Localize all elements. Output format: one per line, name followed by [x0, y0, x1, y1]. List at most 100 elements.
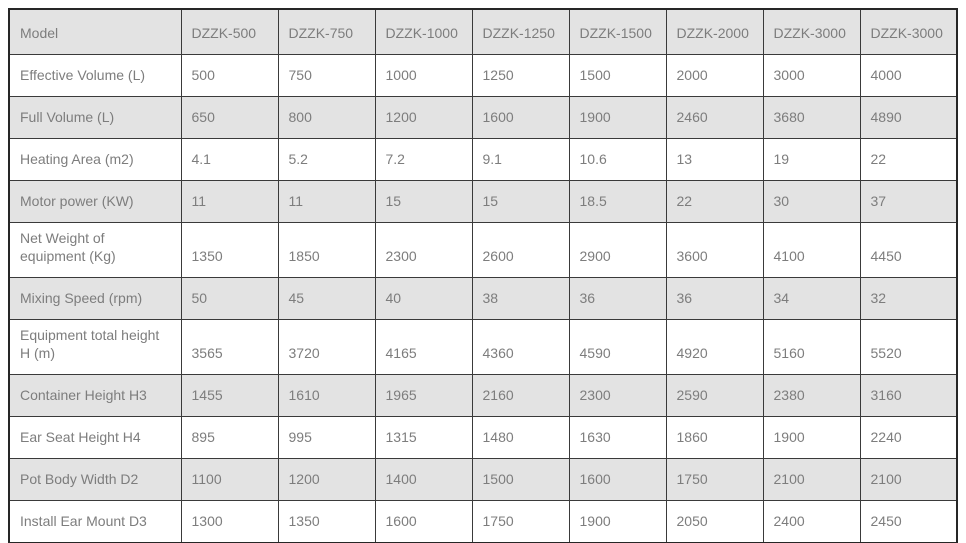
- table-cell: 2050: [665, 500, 764, 543]
- table-cell: 1500: [471, 458, 570, 501]
- row-label: Full Volume (L): [8, 96, 182, 139]
- table-cell: 1860: [665, 416, 764, 459]
- row-label: Equipment total height H (m): [8, 319, 182, 375]
- row-label: Mixing Speed (rpm): [8, 277, 182, 320]
- table-cell: 1600: [568, 458, 667, 501]
- table-cell: 2380: [762, 374, 861, 417]
- table-cell: 1350: [277, 500, 376, 543]
- row-label: Heating Area (m2): [8, 138, 182, 181]
- column-header: DZZK-1000: [374, 8, 473, 55]
- table-cell: 1250: [471, 54, 570, 97]
- table-cell: 36: [665, 277, 764, 320]
- table-cell: 10.6: [568, 138, 667, 181]
- table-cell: 40: [374, 277, 473, 320]
- table-cell: 1600: [471, 96, 570, 139]
- table-cell: 22: [859, 138, 958, 181]
- table-cell: 1900: [568, 96, 667, 139]
- table-row: Heating Area (m2) 4.1 5.2 7.2 9.1 10.6 13 19 22: [8, 138, 958, 181]
- table-cell: 995: [277, 416, 376, 459]
- table-cell: 19: [762, 138, 861, 181]
- table-cell: 3600: [665, 222, 764, 278]
- table-cell: 15: [374, 180, 473, 223]
- spec-table: Model DZZK-500 DZZK-750 DZZK-1000 DZZK-1250 D…: [8, 8, 958, 543]
- table-cell: 38: [471, 277, 570, 320]
- table-cell: 3000: [762, 54, 861, 97]
- table-cell: 37: [859, 180, 958, 223]
- table-cell: 4165: [374, 319, 473, 375]
- table-row: Motor power (KW) 11 11 15 15 18.5 22 30 37: [8, 180, 958, 223]
- table-cell: 4920: [665, 319, 764, 375]
- table-cell: 34: [762, 277, 861, 320]
- column-header: DZZK-750: [277, 8, 376, 55]
- table-cell: 4000: [859, 54, 958, 97]
- table-row: Mixing Speed (rpm) 50 45 40 38 36 36 34 32: [8, 277, 958, 320]
- column-header: DZZK-1500: [568, 8, 667, 55]
- table-cell: 2000: [665, 54, 764, 97]
- row-label: Container Height H3: [8, 374, 182, 417]
- table-cell: 45: [277, 277, 376, 320]
- table-cell: 4360: [471, 319, 570, 375]
- row-label: Net Weight of equipment (Kg): [8, 222, 182, 278]
- table-cell: 18.5: [568, 180, 667, 223]
- table-cell: 5.2: [277, 138, 376, 181]
- table-cell: 4.1: [180, 138, 279, 181]
- table-cell: 1315: [374, 416, 473, 459]
- table-cell: 3680: [762, 96, 861, 139]
- table-row: Net Weight of equipment (Kg) 1350 1850 2300…: [8, 222, 958, 278]
- table-cell: 1600: [374, 500, 473, 543]
- table-cell: 4100: [762, 222, 861, 278]
- table-cell: 2590: [665, 374, 764, 417]
- table-cell: 3720: [277, 319, 376, 375]
- table-cell: 2160: [471, 374, 570, 417]
- table-cell: 1100: [180, 458, 279, 501]
- table-cell: 650: [180, 96, 279, 139]
- table-cell: 1610: [277, 374, 376, 417]
- table-cell: 895: [180, 416, 279, 459]
- table-cell: 1000: [374, 54, 473, 97]
- table-cell: 2300: [374, 222, 473, 278]
- table-cell: 2300: [568, 374, 667, 417]
- header-row: Model DZZK-500 DZZK-750 DZZK-1000 DZZK-1250 D…: [8, 8, 958, 55]
- table-cell: 1850: [277, 222, 376, 278]
- column-header: DZZK-3000: [859, 8, 958, 55]
- table-cell: 4450: [859, 222, 958, 278]
- column-header: DZZK-3000: [762, 8, 861, 55]
- row-label: Motor power (KW): [8, 180, 182, 223]
- table-cell: 1200: [277, 458, 376, 501]
- row-label: Ear Seat Height H4: [8, 416, 182, 459]
- table-cell: 1630: [568, 416, 667, 459]
- table-cell: 1200: [374, 96, 473, 139]
- table-cell: 15: [471, 180, 570, 223]
- row-label: Effective Volume (L): [8, 54, 182, 97]
- table-cell: 2600: [471, 222, 570, 278]
- table-cell: 2450: [859, 500, 958, 543]
- table-cell: 5160: [762, 319, 861, 375]
- table-cell: 2460: [665, 96, 764, 139]
- table-cell: 1750: [471, 500, 570, 543]
- table-cell: 2400: [762, 500, 861, 543]
- table-cell: 2900: [568, 222, 667, 278]
- table-cell: 800: [277, 96, 376, 139]
- table-cell: 1750: [665, 458, 764, 501]
- row-label: Install Ear Mount D3: [8, 500, 182, 543]
- table-row: Effective Volume (L) 500 750 1000 1250 1500 20…: [8, 54, 958, 97]
- table-cell: 11: [277, 180, 376, 223]
- table-cell: 500: [180, 54, 279, 97]
- table-row: Equipment total height H (m) 3565 3720 4165…: [8, 319, 958, 375]
- table-cell: 1965: [374, 374, 473, 417]
- table-cell: 2100: [859, 458, 958, 501]
- table-cell: 7.2: [374, 138, 473, 181]
- table-row: Container Height H3 1455 1610 1965 2160 2300 2…: [8, 374, 958, 417]
- column-header: DZZK-1250: [471, 8, 570, 55]
- table-cell: 50: [180, 277, 279, 320]
- table-row: Full Volume (L) 650 800 1200 1600 1900 2460 368…: [8, 96, 958, 139]
- table-cell: 1500: [568, 54, 667, 97]
- column-header: DZZK-500: [180, 8, 279, 55]
- table-cell: 1350: [180, 222, 279, 278]
- table-cell: 4590: [568, 319, 667, 375]
- table-cell: 1900: [762, 416, 861, 459]
- table-cell: 1400: [374, 458, 473, 501]
- table-cell: 1455: [180, 374, 279, 417]
- table-row: Ear Seat Height H4 895 995 1315 1480 1630 1860…: [8, 416, 958, 459]
